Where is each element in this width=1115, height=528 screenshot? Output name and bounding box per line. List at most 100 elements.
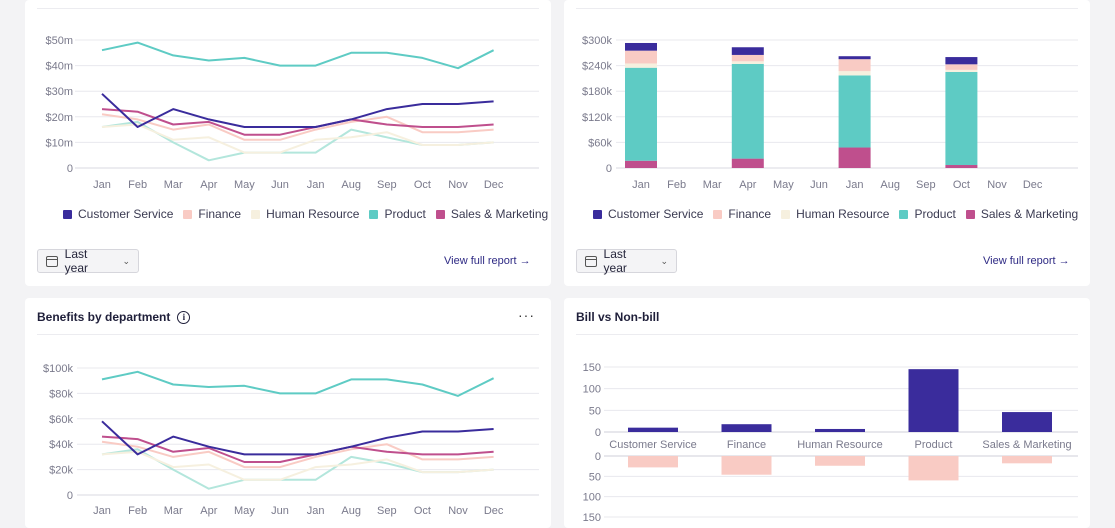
x-category-label: Product <box>915 439 953 451</box>
legend-item[interactable]: Finance <box>183 207 241 221</box>
line-chart-top-left: 0 $10m $20m $30m $40m $50m Jan Feb Mar Apr May Jun J… <box>45 35 539 191</box>
legend-label: Human Resource <box>796 207 890 221</box>
y-tick-label: 100 <box>583 492 601 504</box>
more-options-icon[interactable]: ··· <box>518 307 535 323</box>
stacked-bar-segment <box>945 72 978 166</box>
stacked-bar-segment <box>945 64 978 70</box>
nonbill-bar <box>1002 456 1052 464</box>
x-tick-label: Feb <box>128 179 147 191</box>
bill-vs-nonbill-card: Bill vs Non-bill 0 50 100 150 0 50 100 150 Custo… <box>564 298 1090 528</box>
period-dropdown-label: Last year <box>64 247 89 275</box>
legend-item[interactable]: Human Resource <box>251 207 359 221</box>
y-tick-label: $100k <box>43 363 73 375</box>
chevron-down-icon: ⌄ <box>122 255 130 266</box>
view-full-report-link[interactable]: View full report → <box>444 255 531 267</box>
period-dropdown[interactable]: Last year ⌄ <box>37 247 139 275</box>
view-full-report-link[interactable]: View full report → <box>983 255 1070 267</box>
legend-item[interactable]: Sales & Marketing <box>435 207 548 221</box>
legend-item[interactable]: Product <box>369 207 426 221</box>
line-chart-benefits: 0 $20k $40k $60k $80k $100k Jan Feb Mar Apr May Jun… <box>43 363 539 517</box>
legend-swatch <box>63 209 72 219</box>
legend-swatch <box>183 209 193 219</box>
y-tick-label: $60k <box>49 414 73 426</box>
y-tick-label: 50 <box>589 471 601 483</box>
legend-label: Finance <box>728 207 772 221</box>
legend-label: Product <box>914 207 956 221</box>
x-tick-label: Sep <box>377 179 397 191</box>
x-tick-label: May <box>234 505 255 517</box>
series-line <box>101 113 494 141</box>
stacked-bar-segment <box>625 67 657 161</box>
diverging-bar-chart: 0 50 100 150 0 50 100 150 Customer Service Financ… <box>583 362 1078 524</box>
chart-legend: Customer Service Finance Human Resource Pro… <box>593 207 1088 221</box>
arrow-right-icon: → <box>1058 255 1070 267</box>
legend-swatch <box>369 209 379 219</box>
period-dropdown[interactable]: Last year ⌄ <box>576 247 677 275</box>
x-tick-label: Aug <box>880 179 900 191</box>
series-line <box>101 93 494 128</box>
card-header-divider <box>576 334 1078 335</box>
legend-item[interactable]: Human Resource <box>781 207 889 221</box>
view-full-report-label: View full report <box>983 255 1056 267</box>
x-tick-label: Jun <box>810 179 828 191</box>
x-tick-label: Mar <box>703 179 722 191</box>
legend-swatch <box>965 209 975 219</box>
info-icon[interactable]: i <box>177 310 191 324</box>
x-category-label: Sales & Marketing <box>982 439 1071 451</box>
y-tick-label: $40k <box>49 439 73 451</box>
legend-label: Finance <box>198 207 242 221</box>
x-tick-label: Jan <box>307 505 325 517</box>
y-tick-label: $10m <box>45 137 73 149</box>
x-tick-label: Oct <box>414 505 431 517</box>
stacked-bar-segment <box>625 42 657 51</box>
y-tick-label: 0 <box>67 163 73 175</box>
legend-swatch <box>593 209 602 219</box>
x-tick-label: Aug <box>341 505 361 517</box>
benefits-by-department-card: Benefits by department i ··· 0 $20k $40k $6… <box>25 298 551 528</box>
y-tick-label: 0 <box>595 451 601 463</box>
legend-swatch <box>781 209 791 219</box>
period-dropdown-label: Last year <box>603 247 627 275</box>
x-tick-label: Oct <box>953 179 970 191</box>
view-full-report-label: View full report <box>444 255 517 267</box>
x-tick-label: Nov <box>448 179 468 191</box>
y-tick-label: 50 <box>589 405 601 417</box>
stacked-bar-segment <box>625 63 657 68</box>
y-tick-label: $50m <box>45 35 73 47</box>
series-line <box>101 370 495 397</box>
x-tick-label: Sep <box>916 179 936 191</box>
calendar-icon <box>46 255 58 267</box>
stacked-bar-segment <box>838 59 871 72</box>
x-tick-label: Nov <box>987 179 1007 191</box>
chevron-down-icon: ⌄ <box>660 255 668 266</box>
headcount-cost-card: 0 $60k $120k $180k $240k $300k Jan Feb Mar Apr May… <box>564 0 1090 286</box>
bill-bar <box>1002 412 1052 432</box>
nonbill-bar <box>908 456 959 481</box>
y-tick-label: 100 <box>583 384 601 396</box>
nonbill-bar <box>721 456 772 475</box>
x-tick-label: Jan <box>307 179 325 191</box>
card-header-divider <box>576 8 1078 9</box>
x-tick-label: Jun <box>271 505 289 517</box>
x-tick-label: Aug <box>341 179 361 191</box>
x-tick-label: Feb <box>667 179 686 191</box>
legend-item[interactable]: Sales & Marketing <box>965 207 1078 221</box>
series-line <box>101 420 494 456</box>
x-tick-label: Mar <box>164 505 183 517</box>
card-title-text: Bill vs Non-bill <box>576 310 660 324</box>
stacked-bar-segment <box>945 165 978 168</box>
legend-item[interactable]: Product <box>899 207 956 221</box>
x-tick-label: Sep <box>377 505 397 517</box>
legend-label: Customer Service <box>608 207 704 221</box>
legend-item[interactable]: Finance <box>713 207 771 221</box>
x-tick-label: Jan <box>632 179 650 191</box>
stacked-bar-segment <box>731 54 764 62</box>
card-title: Bill vs Non-bill <box>576 310 659 324</box>
legend-item[interactable]: Customer Service <box>593 207 703 221</box>
x-tick-label: Nov <box>448 505 468 517</box>
stacked-bar-segment <box>838 147 871 168</box>
legend-item[interactable]: Customer Service <box>63 207 173 221</box>
bill-bar <box>628 427 678 432</box>
nonbill-bar <box>628 456 678 468</box>
series-line <box>101 41 495 70</box>
